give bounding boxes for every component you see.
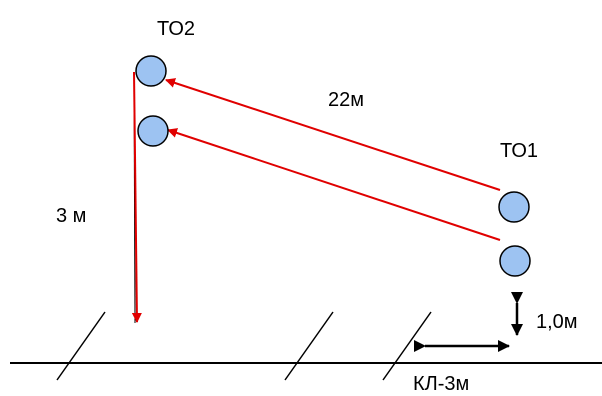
ground-hatch	[382, 311, 432, 381]
red-arrow-upper	[165, 78, 501, 191]
ground-hatch	[284, 311, 334, 381]
to1-node-upper	[498, 191, 530, 223]
to2-label: ТО2	[157, 18, 195, 40]
red-arrow-down	[131, 71, 142, 323]
to2-node-upper	[135, 55, 167, 87]
to1-node-lower	[499, 245, 531, 277]
to2-node-lower	[137, 115, 169, 147]
distance-3-label: 3 м	[56, 205, 86, 227]
to1-label: ТО1	[500, 140, 538, 162]
ground-hatch	[56, 311, 106, 381]
cable-label: КЛ-3м	[413, 373, 469, 395]
distance-22-label: 22м	[328, 89, 364, 111]
height-label: 1,0м	[536, 311, 578, 333]
red-arrow-lower	[167, 128, 501, 241]
